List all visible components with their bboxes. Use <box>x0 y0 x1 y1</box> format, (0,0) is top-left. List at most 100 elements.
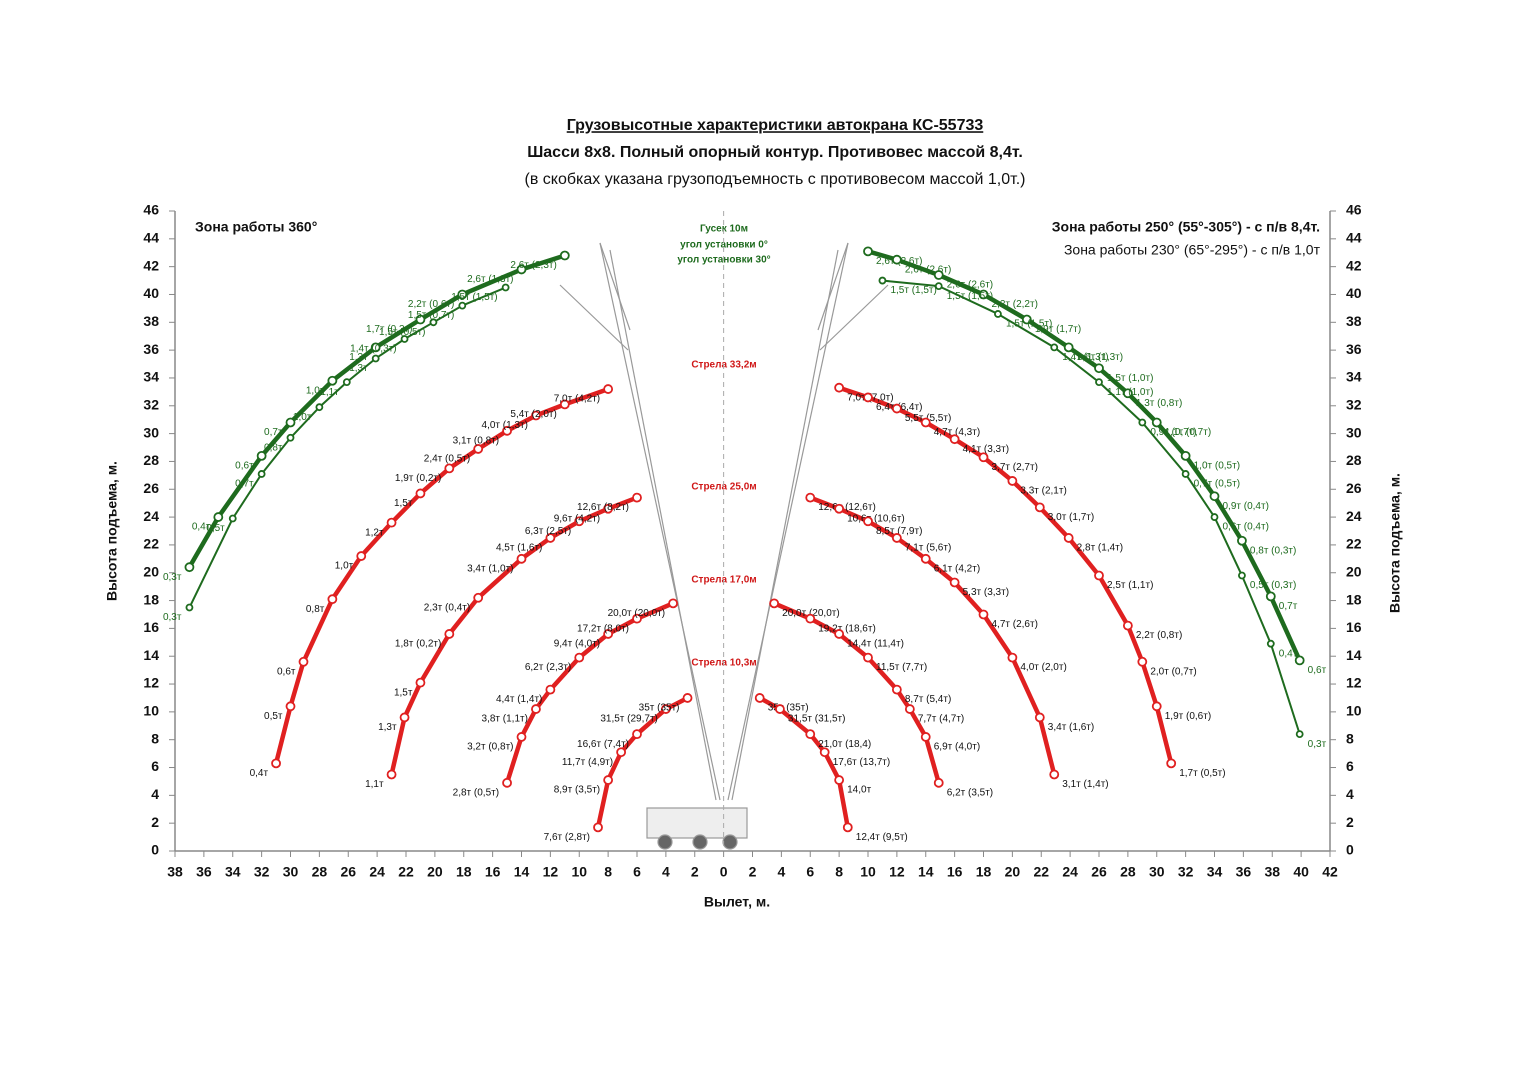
point-label: 1,2т <box>365 527 384 538</box>
x-tick-label: 22 <box>398 864 414 880</box>
series: 20,0т (20,0т) 19,2т (18,6т) 14,4т (11,4т) 1… <box>769 598 993 798</box>
point-label: 1,0т <box>306 385 325 396</box>
data-point <box>370 342 381 353</box>
x-tick-label: 10 <box>571 864 587 880</box>
data-point <box>949 434 960 445</box>
data-point <box>682 693 693 703</box>
data-point <box>501 283 510 292</box>
series: 12,6т (12,6т)10,6т (10,6т) 8,5т (7,9т) 7,1… <box>805 492 1109 790</box>
y-tick-label: 26 <box>143 480 159 496</box>
point-label: 0,4т <box>192 522 211 533</box>
y-tick-label: 8 <box>151 730 159 746</box>
x-tick-label: 20 <box>1005 864 1021 880</box>
y2-tick-label: 30 <box>1346 424 1362 440</box>
data-point <box>805 729 816 740</box>
point-label: 1,1т (1,0т) <box>1107 387 1153 398</box>
point-label: 0,5т <box>206 523 225 534</box>
data-point <box>516 264 527 275</box>
point-label: 5,3т (3,3т) <box>963 587 1009 598</box>
data-point <box>593 822 603 833</box>
data-point <box>1094 570 1104 581</box>
data-point <box>769 598 780 609</box>
point-label: 0,8т (0,3т) <box>1250 545 1296 556</box>
series: 35т (35т)31,5т (31,5т) 21,0т (18,4) 17,6т … <box>754 693 908 843</box>
data-point <box>863 392 873 403</box>
data-point <box>1210 513 1219 521</box>
data-point <box>213 512 224 522</box>
x-tick-label: 26 <box>1091 864 1107 880</box>
x-tick-label: 8 <box>835 864 843 880</box>
point-label: 35т (35т) <box>768 703 809 714</box>
data-point <box>1265 591 1276 602</box>
data-point <box>1295 730 1304 739</box>
data-point <box>516 732 527 742</box>
data-point <box>531 704 541 714</box>
point-label: 1,8т (0,2т) <box>395 639 441 650</box>
x-tick-label: 36 <box>196 864 212 880</box>
point-label: 1,3т <box>349 363 368 374</box>
data-point <box>502 425 512 436</box>
y-tick-label: 28 <box>143 452 159 468</box>
boom-label: Стрела 25,0м <box>691 482 756 493</box>
series: 1,5т (1,5т) 1,5т (1,5т) 1,5т (1,5т) 1,4т (1… <box>878 276 1327 750</box>
point-label: 16,6т (7,4т) <box>577 739 629 750</box>
data-point <box>933 777 944 788</box>
point-label: 0,6т <box>1308 665 1327 676</box>
data-point <box>863 516 873 527</box>
point-label: 1,3т <box>349 352 368 363</box>
data-point <box>386 769 397 780</box>
data-point <box>429 318 438 327</box>
point-label: 1,9т (1,7т) <box>1035 324 1081 335</box>
data-point <box>356 551 367 561</box>
data-point <box>502 777 512 788</box>
y2-tick-label: 14 <box>1346 647 1362 663</box>
y2-tick-label: 20 <box>1346 563 1362 579</box>
point-label: 0,3т <box>163 612 182 623</box>
y-tick-label: 2 <box>151 814 159 830</box>
point-label: 2,5т (1,1т) <box>1107 580 1153 591</box>
series-line <box>187 253 566 569</box>
point-label: 12,4т (9,5т) <box>856 832 908 843</box>
y-tick-label: 40 <box>143 285 159 301</box>
series: 2,6т (2,6т)2,6т (2,6т)2,6т (2,6т)2,2т (2… <box>863 246 1327 676</box>
x-tick-label: 16 <box>485 864 501 880</box>
point-label: 8,7т (5,4т) <box>905 694 951 705</box>
data-point <box>632 729 642 740</box>
x-tick-label: 38 <box>167 864 183 880</box>
point-label: 0,7т <box>1279 601 1298 612</box>
y2-tick-label: 44 <box>1346 230 1362 246</box>
data-point <box>1007 476 1018 486</box>
data-point <box>978 609 989 620</box>
x-axis-label: Вылет, м. <box>704 894 770 910</box>
series-line <box>188 286 507 608</box>
x-tick-label: 18 <box>976 864 992 880</box>
data-point <box>878 276 887 285</box>
data-point <box>574 516 585 527</box>
point-label: 20,0т (20,0т) <box>782 608 840 619</box>
data-point <box>805 492 816 503</box>
x-tick-label: 12 <box>889 864 905 880</box>
data-point <box>891 254 902 265</box>
point-label: 3,4т (1,0т) <box>467 563 513 574</box>
data-point <box>934 282 943 291</box>
point-label: 14,0т <box>847 785 871 796</box>
data-point <box>842 822 853 833</box>
point-label: 0,5т <box>264 711 283 722</box>
data-point <box>371 354 380 363</box>
data-point <box>1095 378 1103 387</box>
data-point <box>444 629 455 639</box>
data-point <box>1122 388 1133 399</box>
y-tick-label: 4 <box>151 786 159 802</box>
y-tick-label: 10 <box>143 703 159 719</box>
data-point <box>632 613 642 624</box>
data-point <box>660 704 671 714</box>
data-point <box>1209 491 1220 502</box>
point-label: 8,5т (7,9т) <box>876 526 922 537</box>
data-point <box>891 403 902 414</box>
point-label: 1,5т (1,5т) <box>890 285 936 296</box>
y-tick-label: 16 <box>143 619 159 635</box>
point-label: 6,1т (4,2т) <box>934 563 980 574</box>
y-axis-label: Высота подъема, м. <box>104 461 120 601</box>
point-label: 1,3т (0,8т) <box>1136 398 1182 409</box>
point-label: 1,4т (1,3т) <box>1062 352 1108 363</box>
